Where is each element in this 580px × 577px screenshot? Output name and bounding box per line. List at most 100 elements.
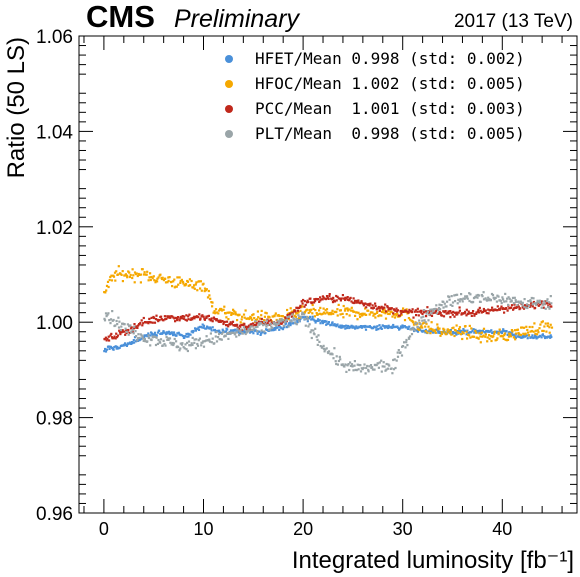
data-point xyxy=(184,282,188,286)
data-point xyxy=(167,330,171,333)
data-point xyxy=(479,309,482,312)
data-point xyxy=(437,312,440,315)
data-point xyxy=(550,302,553,305)
data-point xyxy=(284,322,287,325)
legend-label: PCC/Mean 1.001 (std: 0.003) xyxy=(255,99,525,118)
data-point xyxy=(359,315,362,319)
data-point xyxy=(211,305,214,308)
data-point xyxy=(480,311,483,314)
data-point xyxy=(280,320,283,323)
data-point xyxy=(336,323,339,326)
data-point xyxy=(281,328,285,331)
data-point xyxy=(230,311,233,314)
data-point xyxy=(348,308,351,311)
data-point xyxy=(112,318,115,322)
data-point xyxy=(254,329,257,332)
data-point xyxy=(255,323,258,327)
data-point xyxy=(176,276,179,279)
data-point xyxy=(434,310,438,313)
data-point xyxy=(273,314,276,317)
data-point xyxy=(499,299,503,302)
data-point xyxy=(518,301,521,304)
data-point xyxy=(180,317,183,320)
data-point xyxy=(250,323,253,326)
data-point xyxy=(227,337,230,340)
data-point xyxy=(365,313,368,316)
data-point xyxy=(197,328,201,331)
data-point xyxy=(378,361,381,364)
data-point xyxy=(295,312,298,315)
data-point xyxy=(468,299,471,303)
data-point xyxy=(474,295,477,298)
data-point xyxy=(449,330,452,333)
data-point xyxy=(522,307,526,310)
data-point xyxy=(222,331,225,334)
data-point xyxy=(149,278,152,282)
data-point xyxy=(549,336,552,339)
data-point xyxy=(117,326,121,329)
data-point xyxy=(405,310,408,313)
data-point xyxy=(471,329,474,332)
data-point xyxy=(382,309,385,312)
data-point xyxy=(548,301,551,304)
data-point xyxy=(148,320,151,324)
data-point xyxy=(535,303,538,306)
data-point xyxy=(355,311,358,314)
data-point xyxy=(374,302,377,305)
data-point xyxy=(154,318,157,321)
data-point xyxy=(527,300,530,303)
data-point xyxy=(215,311,218,314)
data-point xyxy=(235,331,239,334)
data-point xyxy=(119,333,122,336)
data-point xyxy=(339,358,342,361)
data-point xyxy=(447,310,450,313)
data-point xyxy=(310,329,313,332)
data-point xyxy=(420,324,423,327)
data-point xyxy=(375,328,378,331)
data-point xyxy=(448,298,451,301)
data-point xyxy=(349,361,352,364)
data-point xyxy=(172,331,176,334)
x-tick-label: 0 xyxy=(99,519,109,539)
data-point xyxy=(465,296,468,299)
data-point xyxy=(270,320,273,323)
data-point xyxy=(541,320,544,323)
data-point xyxy=(493,330,496,333)
data-point xyxy=(140,319,143,322)
data-point xyxy=(349,364,352,367)
axis-ticks: 0 10 20 30 40 0.96 0.98 1.00 1.02 1.04 1.06 xyxy=(36,27,577,539)
data-point xyxy=(518,335,521,339)
data-point xyxy=(407,327,410,330)
data-point xyxy=(217,336,220,339)
data-point xyxy=(116,345,119,348)
data-point xyxy=(438,303,441,306)
data-point xyxy=(482,327,486,330)
data-point xyxy=(391,315,394,318)
data-point xyxy=(136,326,139,329)
data-point xyxy=(413,310,416,313)
data-point xyxy=(539,301,542,304)
data-point xyxy=(218,329,221,332)
data-point xyxy=(110,274,113,277)
data-point xyxy=(356,363,359,366)
data-point xyxy=(517,331,520,335)
data-point xyxy=(155,336,158,339)
data-point xyxy=(371,311,374,314)
data-point xyxy=(424,310,427,313)
data-point xyxy=(105,284,109,287)
data-point xyxy=(225,330,228,333)
data-point xyxy=(396,309,399,312)
data-point xyxy=(514,336,517,339)
data-point xyxy=(298,315,301,318)
data-point xyxy=(189,318,192,321)
data-point xyxy=(258,323,261,326)
data-point xyxy=(234,332,237,335)
data-point xyxy=(501,335,504,338)
data-point xyxy=(315,335,318,338)
data-point xyxy=(327,321,330,324)
data-point xyxy=(151,321,154,324)
data-point xyxy=(166,338,169,341)
data-point xyxy=(204,339,208,342)
data-point xyxy=(167,338,170,341)
data-point xyxy=(479,335,482,338)
